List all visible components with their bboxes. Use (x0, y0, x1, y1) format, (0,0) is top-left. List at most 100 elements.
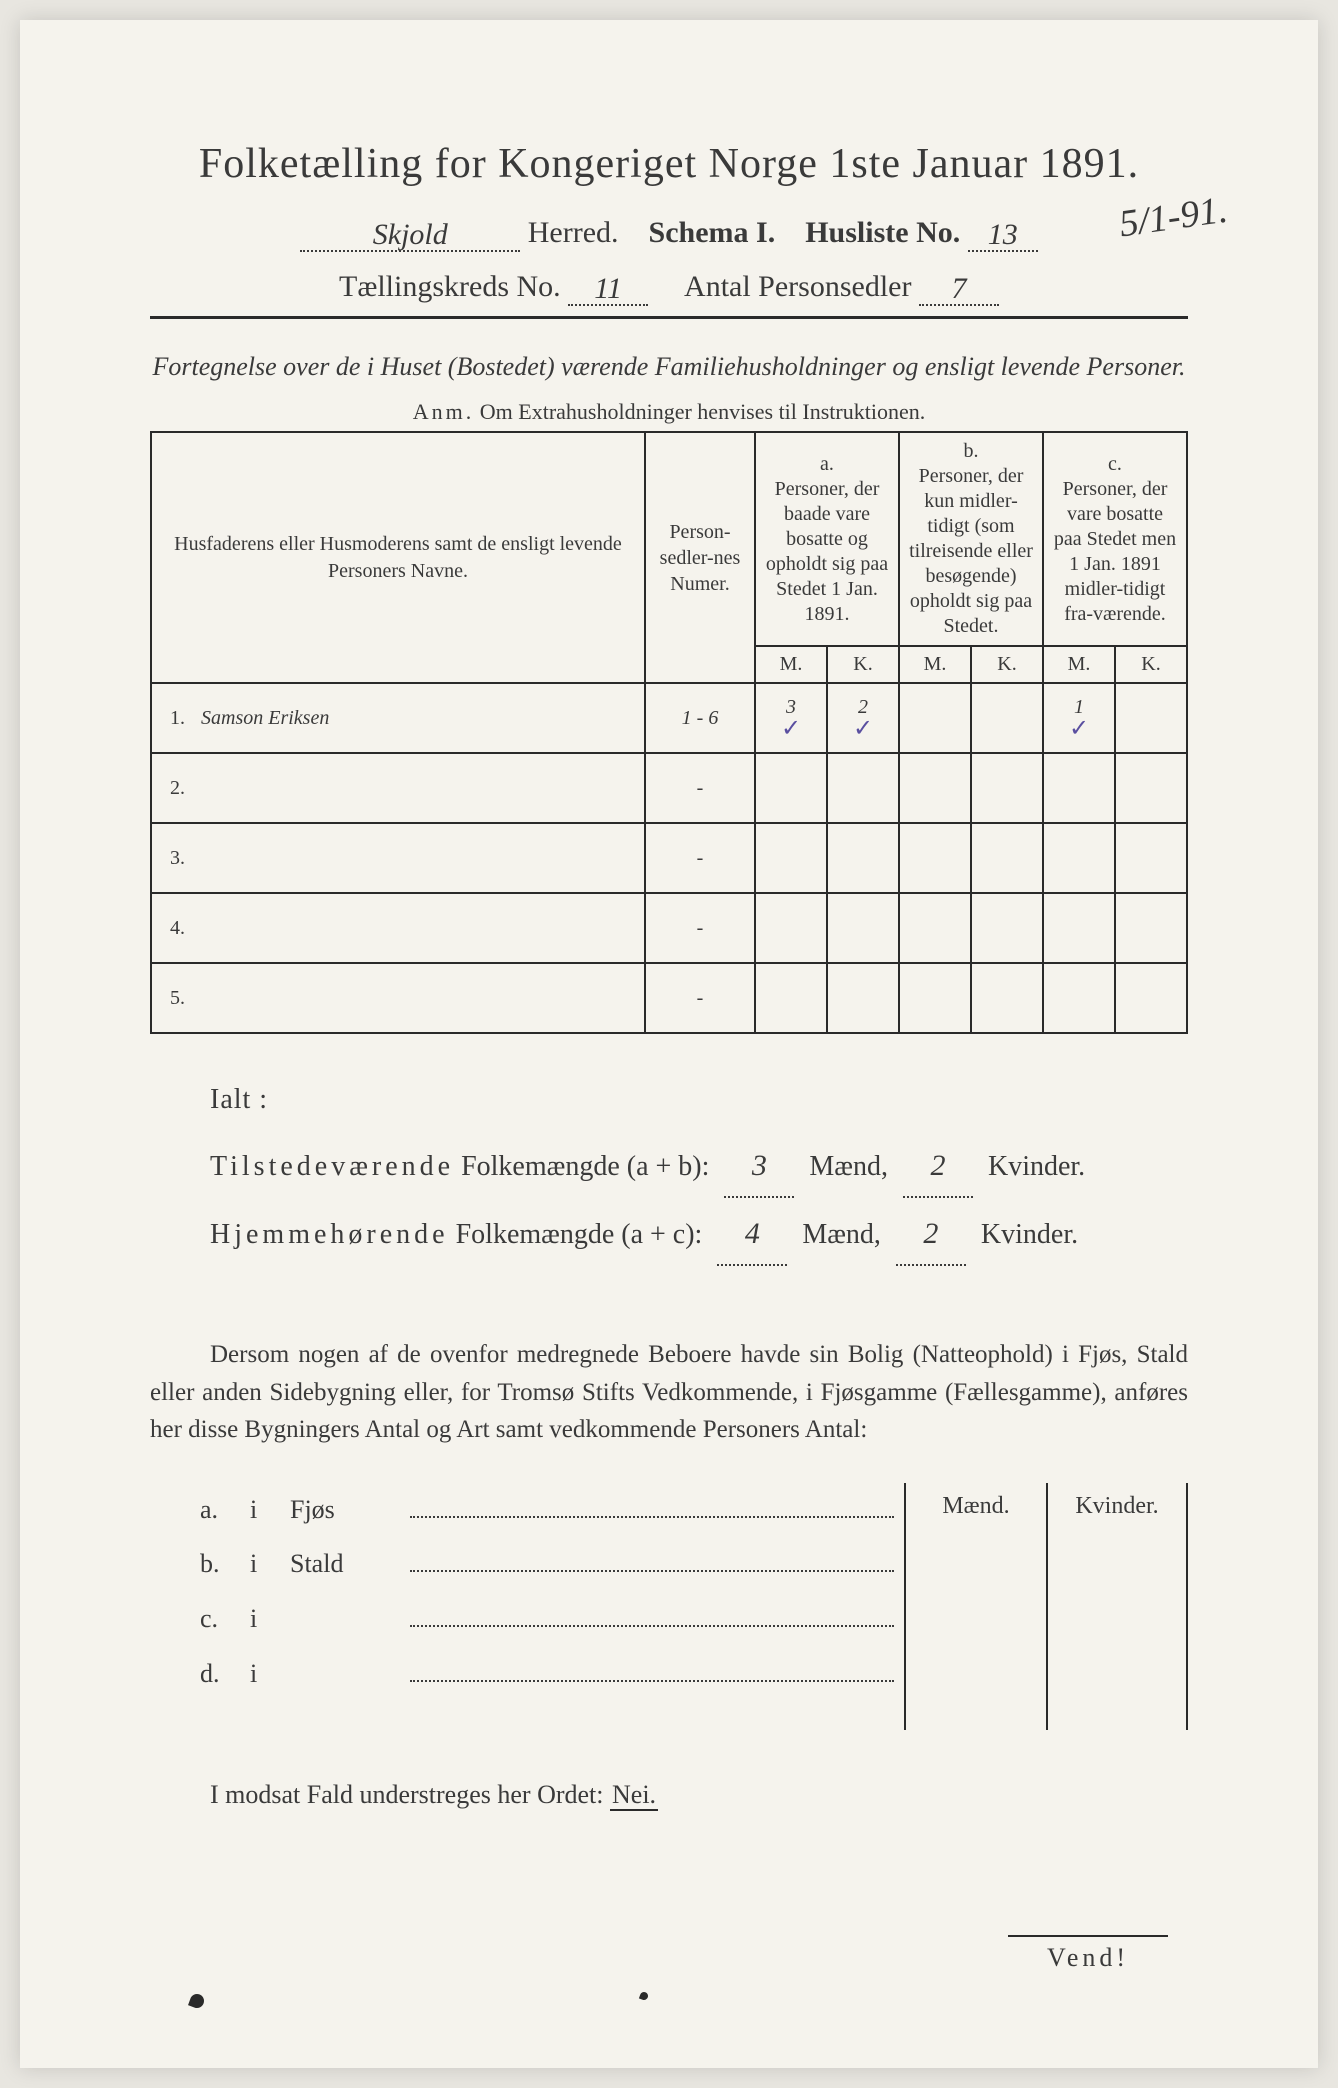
grp-c-text: Personer, der vare bosatte paa Stedet me… (1052, 477, 1178, 627)
group-b-header: b. Personer, der kun midler-tidigt (som … (899, 432, 1043, 646)
table-row: 1. Samson Eriksen 1 - 6 3✓ 2✓ 1✓ (151, 683, 1187, 753)
tick-icon: ✓ (1052, 719, 1106, 741)
building-row: a. i Fjøs (200, 1483, 904, 1538)
ink-spot-icon (639, 1991, 649, 2001)
tick-icon: ✓ (764, 719, 818, 741)
anm-text: Om Extrahusholdninger henvises til Instr… (480, 399, 925, 424)
divider (150, 316, 1188, 319)
nei-word: Nei. (610, 1780, 658, 1811)
dotted-line (410, 1601, 894, 1627)
bcol-maend-label: Mænd. (906, 1493, 1046, 1520)
subtitle: Fortegnelse over de i Huset (Bostedet) v… (150, 349, 1188, 385)
dotted-line (410, 1656, 894, 1682)
maend-label: Mænd, (802, 1219, 881, 1250)
kvinder-label: Kvinder. (988, 1151, 1085, 1182)
ac-k: 2 (896, 1204, 966, 1266)
ab-m: 3 (724, 1136, 794, 1198)
husliste-value: 13 (968, 220, 1038, 252)
cell-am: 3 (786, 696, 796, 718)
brow-lbl: d. (200, 1647, 250, 1702)
brow-i: i (250, 1537, 290, 1592)
herred-label: Herred. (528, 216, 619, 249)
t1a: Tilstedeværende (210, 1151, 454, 1182)
cell-ak: 2 (858, 696, 868, 718)
ialt-label: Ialt : (210, 1072, 1188, 1128)
row-pnum: - (645, 963, 755, 1033)
col-name-header: Husfaderens eller Husmoderens samt de en… (151, 432, 645, 683)
row-pnum: - (645, 753, 755, 823)
table-row: 4. - (151, 893, 1187, 963)
building-row: c. i (200, 1592, 904, 1647)
building-row: d. i (200, 1647, 904, 1702)
totals-block: Ialt : Tilstedeværende Folkemængde (a + … (150, 1072, 1188, 1266)
row-num: 2. (151, 753, 193, 823)
nei-text: I modsat Fald understreges her Ordet: (210, 1780, 604, 1809)
hdr-bm: M. (899, 646, 971, 683)
tick-icon: ✓ (836, 719, 890, 741)
grp-b-text: Personer, der kun midler-tidigt (som til… (908, 464, 1034, 639)
totals-line-2: Hjemmehørende Folkemængde (a + c): 4 Mæn… (210, 1204, 1188, 1266)
t2a: Hjemmehørende (210, 1219, 449, 1250)
row-num: 3. (151, 823, 193, 893)
brow-lbl: a. (200, 1483, 250, 1538)
vendi-label: Vend! (1008, 1935, 1168, 1973)
maend-label: Mænd, (809, 1151, 888, 1182)
hdr-ak: K. (827, 646, 899, 683)
kreds-label: Tællingskreds No. (339, 270, 561, 303)
row-name (193, 963, 645, 1033)
hdr-am: M. (755, 646, 827, 683)
husliste-label: Husliste No. (805, 216, 960, 249)
kreds-value: 11 (568, 274, 648, 306)
row-num: 4. (151, 893, 193, 963)
ac-m: 4 (717, 1204, 787, 1266)
t1b: Folkemængde (a + b): (461, 1151, 709, 1182)
table-row: 2. - (151, 753, 1187, 823)
census-tbody: 1. Samson Eriksen 1 - 6 3✓ 2✓ 1✓ 2. - 3. (151, 683, 1187, 1033)
building-row: b. i Stald (200, 1537, 904, 1592)
t2b: Folkemængde (a + c): (456, 1219, 703, 1250)
building-table: a. i Fjøs b. i Stald c. i d. i (150, 1483, 1188, 1730)
bcol-maend: Mænd. (906, 1483, 1046, 1730)
header-line-1: Skjold Herred. Schema I. Husliste No. 13 (150, 216, 1188, 250)
totals-line-1: Tilstedeværende Folkemængde (a + b): 3 M… (210, 1136, 1188, 1198)
census-form-page: Folketælling for Kongeriget Norge 1ste J… (20, 20, 1318, 2068)
group-c-header: c. Personer, der vare bosatte paa Stedet… (1043, 432, 1187, 646)
kvinder-label: Kvinder. (981, 1219, 1078, 1250)
brow-i: i (250, 1592, 290, 1647)
cell-cm: 1 (1074, 696, 1084, 718)
grp-c-lbl: c. (1052, 452, 1178, 477)
bcol-kvinder-label: Kvinder. (1048, 1493, 1186, 1520)
herred-value: Skjold (300, 220, 520, 252)
bcol-maend-body (906, 1520, 1046, 1720)
row-num: 5. (151, 963, 193, 1033)
building-paragraph: Dersom nogen af de ovenfor medregnede Be… (150, 1336, 1188, 1449)
brow-cat: Fjøs (290, 1483, 410, 1538)
census-table: Husfaderens eller Husmoderens samt de en… (150, 431, 1188, 1034)
hdr-cm: M. (1043, 646, 1115, 683)
antal-label: Antal Personsedler (684, 270, 911, 303)
row-name: Samson Eriksen (193, 683, 645, 753)
bcol-kvinder-body (1048, 1520, 1186, 1720)
grp-b-lbl: b. (908, 439, 1034, 464)
group-a-header: a. Personer, der baade vare bosatte og o… (755, 432, 899, 646)
hdr-ck: K. (1115, 646, 1187, 683)
brow-lbl: b. (200, 1537, 250, 1592)
grp-a-text: Personer, der baade vare bosatte og opho… (764, 477, 890, 627)
anm-label: Anm. (413, 399, 475, 424)
page-title: Folketælling for Kongeriget Norge 1ste J… (150, 140, 1188, 188)
row-pnum: 1 - 6 (682, 707, 719, 729)
row-name (193, 893, 645, 963)
hdr-bk: K. (971, 646, 1043, 683)
ab-k: 2 (903, 1136, 973, 1198)
table-row: 3. - (151, 823, 1187, 893)
brow-lbl: c. (200, 1592, 250, 1647)
schema-label: Schema I. (649, 216, 776, 249)
header-line-2: Tællingskreds No. 11 Antal Personsedler … (150, 270, 1188, 304)
brow-i: i (250, 1647, 290, 1702)
row-pnum: - (645, 823, 755, 893)
brow-cat: Stald (290, 1537, 410, 1592)
building-mk-cols: Mænd. Kvinder. (904, 1483, 1188, 1730)
building-rows: a. i Fjøs b. i Stald c. i d. i (150, 1483, 904, 1730)
anm-line: Anm. Om Extrahusholdninger henvises til … (150, 399, 1188, 425)
nei-line: I modsat Fald understreges her Ordet: Ne… (150, 1780, 1188, 1810)
